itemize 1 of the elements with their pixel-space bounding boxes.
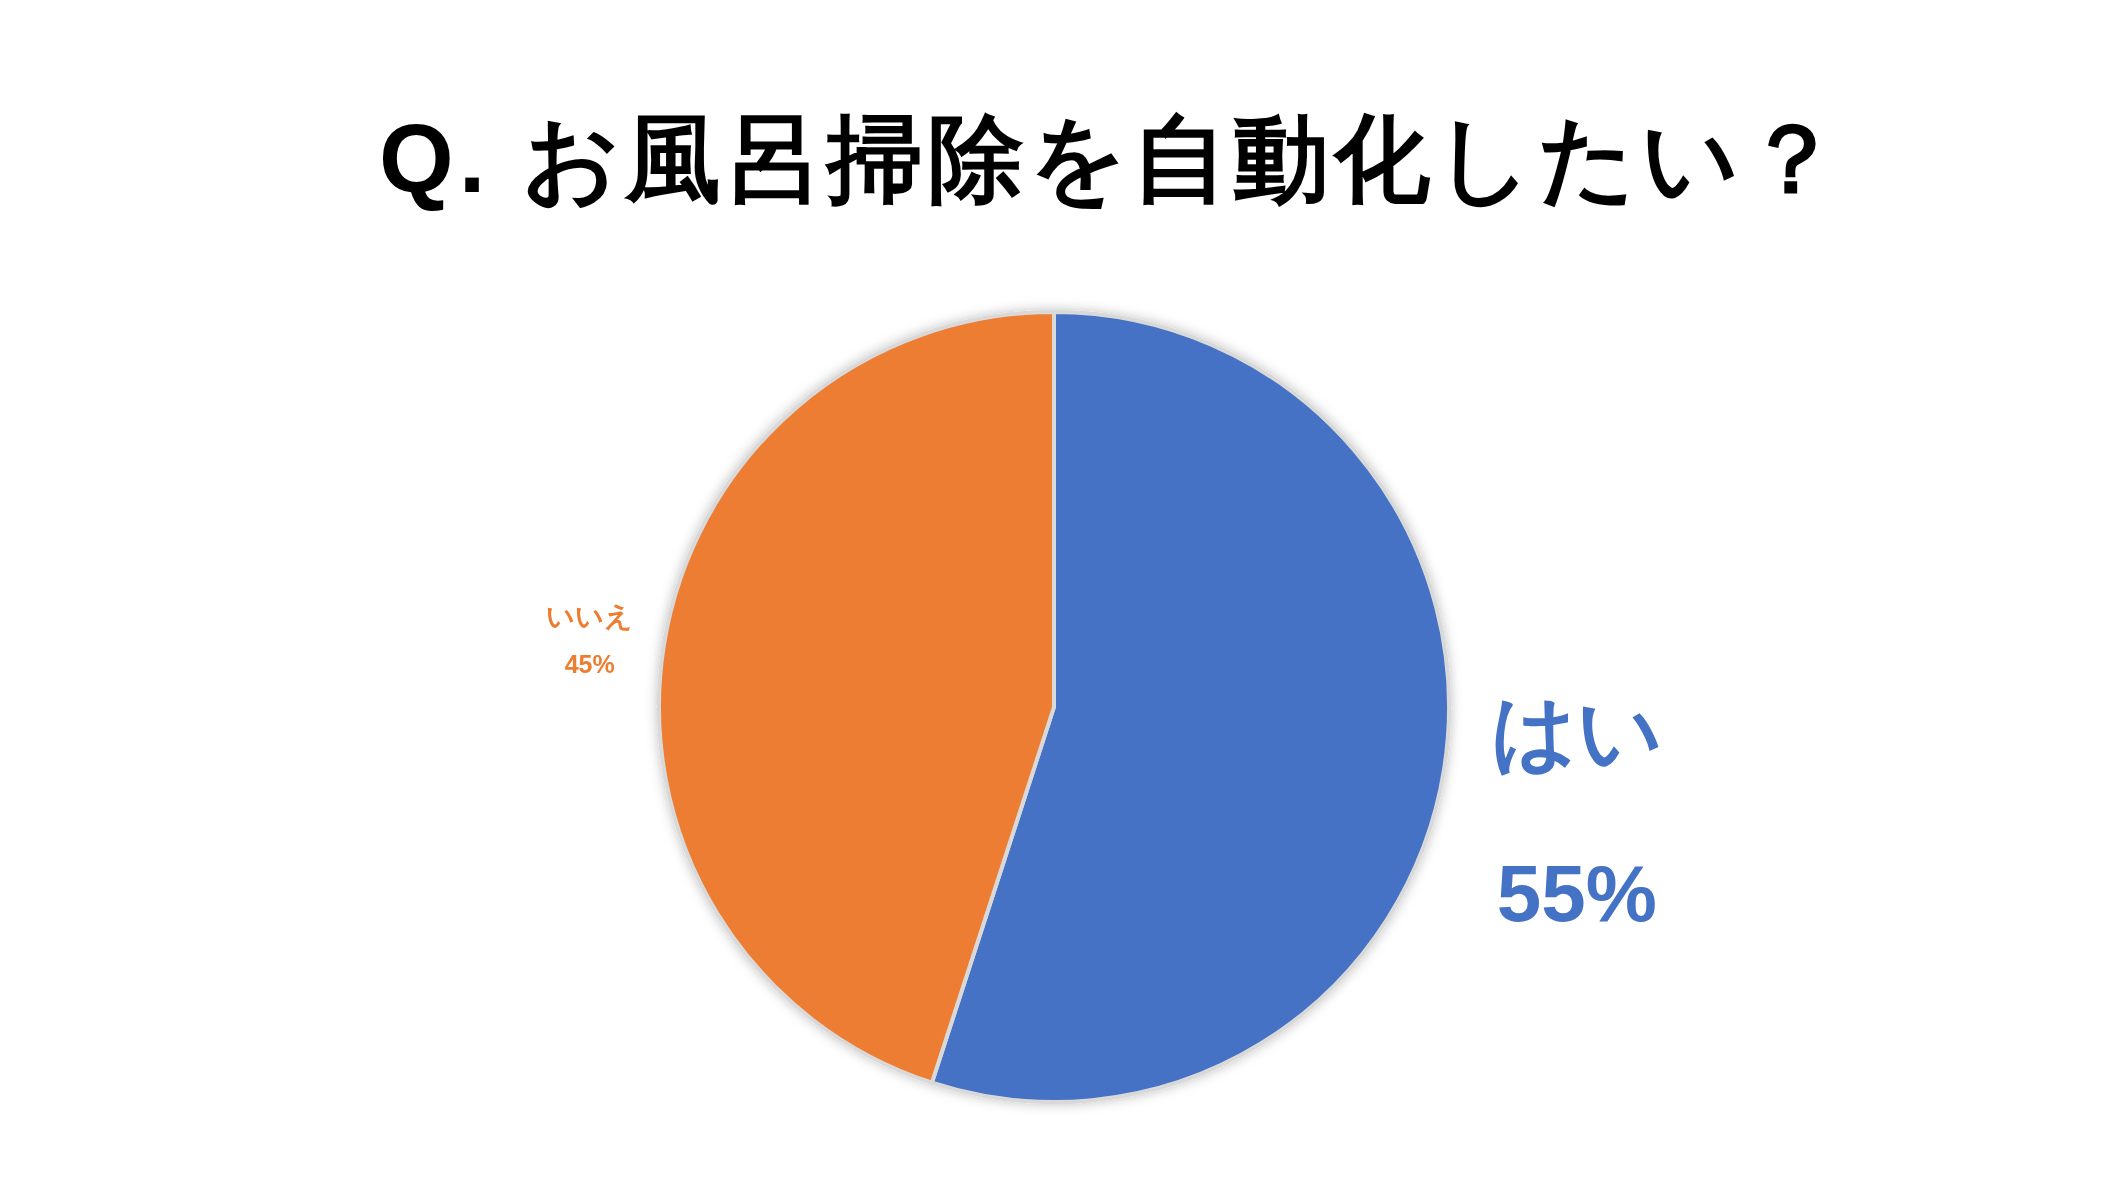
title: Q. お風呂掃除を自動化したい？ (379, 105, 1845, 212)
